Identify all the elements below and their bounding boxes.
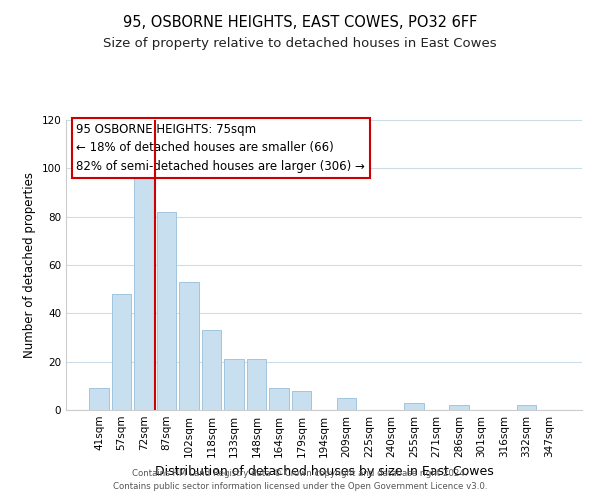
Text: Contains HM Land Registry data © Crown copyright and database right 2024.: Contains HM Land Registry data © Crown c… <box>132 468 468 477</box>
Bar <box>134 168 154 410</box>
Bar <box>89 388 109 410</box>
Bar <box>157 212 176 410</box>
Text: 95 OSBORNE HEIGHTS: 75sqm
← 18% of detached houses are smaller (66)
82% of semi-: 95 OSBORNE HEIGHTS: 75sqm ← 18% of detac… <box>76 123 365 173</box>
Text: Contains public sector information licensed under the Open Government Licence v3: Contains public sector information licen… <box>113 482 487 491</box>
Y-axis label: Number of detached properties: Number of detached properties <box>23 172 36 358</box>
Bar <box>112 294 131 410</box>
Bar <box>292 390 311 410</box>
Bar <box>404 403 424 410</box>
X-axis label: Distribution of detached houses by size in East Cowes: Distribution of detached houses by size … <box>155 466 493 478</box>
Bar <box>224 359 244 410</box>
Bar <box>179 282 199 410</box>
Bar <box>247 359 266 410</box>
Text: Size of property relative to detached houses in East Cowes: Size of property relative to detached ho… <box>103 38 497 51</box>
Text: 95, OSBORNE HEIGHTS, EAST COWES, PO32 6FF: 95, OSBORNE HEIGHTS, EAST COWES, PO32 6F… <box>123 15 477 30</box>
Bar <box>269 388 289 410</box>
Bar <box>517 405 536 410</box>
Bar <box>449 405 469 410</box>
Bar <box>337 398 356 410</box>
Bar <box>202 330 221 410</box>
